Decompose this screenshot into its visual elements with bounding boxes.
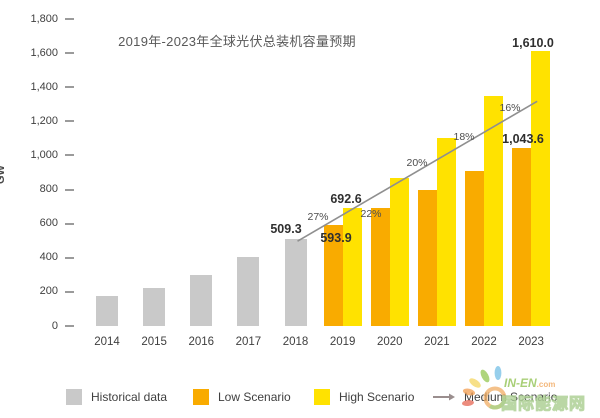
in-en-logo-flower-icon bbox=[462, 366, 507, 410]
x-tick-label-2022: 2022 bbox=[471, 336, 497, 348]
legend-swatch-low-scenario bbox=[193, 388, 209, 405]
legend-item-historical-data: Historical data bbox=[66, 388, 167, 405]
y-tick-mark bbox=[65, 86, 74, 89]
bar-2020-low-scenario bbox=[370, 208, 390, 326]
y-tick-mark bbox=[65, 120, 74, 123]
growth-label-22pct: 22% bbox=[360, 208, 382, 220]
value-label-692.6: 692.6 bbox=[330, 192, 362, 206]
value-label-1610.0: 1,610.0 bbox=[512, 36, 554, 50]
y-tick-label: 1,200 bbox=[30, 114, 58, 127]
bar-2023-high-scenario bbox=[531, 51, 551, 326]
y-tick-mark bbox=[65, 188, 74, 191]
legend-swatch-historical-data bbox=[66, 388, 82, 405]
legend-label-historical-data: Historical data bbox=[91, 389, 168, 404]
bar-2022-high-scenario bbox=[484, 95, 504, 326]
y-tick-mark bbox=[65, 222, 74, 225]
legend-label-low-scenario: Low Scenario bbox=[218, 389, 291, 404]
y-tick-mark bbox=[65, 290, 74, 293]
x-tick-label-2017: 2017 bbox=[235, 336, 262, 348]
bar-2019-high-scenario bbox=[342, 207, 362, 326]
bar-2016-historical-data bbox=[190, 275, 213, 326]
y-tick-label: 1,600 bbox=[30, 46, 58, 59]
x-tick-label-2018: 2018 bbox=[282, 336, 309, 348]
bar-2014-historical-data bbox=[96, 295, 118, 326]
growth-label-18pct: 18% bbox=[453, 131, 475, 143]
x-tick-label-2015: 2015 bbox=[141, 336, 167, 348]
y-tick-mark bbox=[65, 154, 74, 157]
legend-swatch-high-scenario bbox=[314, 388, 330, 405]
legend-line-arrow-icon bbox=[433, 393, 455, 400]
y-tick-label: 400 bbox=[39, 251, 58, 264]
bar-2021-low-scenario bbox=[417, 190, 437, 326]
bar-2015-historical-data bbox=[143, 287, 166, 326]
growth-label-27pct: 27% bbox=[307, 211, 329, 223]
x-tick-label-2020: 2020 bbox=[376, 336, 403, 348]
y-tick-label: 1,000 bbox=[30, 148, 58, 161]
legend-item-high-scenario: High Scenario bbox=[314, 388, 414, 405]
y-tick-label: 1,400 bbox=[30, 80, 58, 93]
x-tick-label-2014: 2014 bbox=[94, 336, 120, 348]
value-label-509.3: 509.3 bbox=[270, 222, 302, 236]
x-tick-label-2016: 2016 bbox=[188, 336, 215, 348]
watermark-brand-text: IN-EN.com bbox=[504, 376, 556, 390]
y-tick-label: 200 bbox=[39, 285, 58, 298]
growth-label-16pct: 16% bbox=[499, 102, 521, 114]
x-tick-label-2019: 2019 bbox=[329, 336, 356, 348]
bar-2020-high-scenario bbox=[389, 177, 409, 326]
watermark-cn-text: 国际能源网 bbox=[500, 396, 587, 414]
y-tick-label: 600 bbox=[39, 217, 58, 230]
growth-label-20pct: 20% bbox=[406, 157, 428, 169]
y-tick-mark bbox=[65, 325, 74, 327]
y-tick-mark bbox=[65, 52, 74, 55]
y-tick-label: 0 bbox=[51, 319, 58, 332]
bar-2022-low-scenario bbox=[465, 170, 485, 326]
bar-2019-low-scenario bbox=[323, 224, 343, 326]
bar-2017-historical-data bbox=[237, 257, 260, 326]
legend-item-low-scenario: Low Scenario bbox=[193, 388, 291, 405]
bar-2021-high-scenario bbox=[436, 138, 456, 326]
chart-title: 2019年-2023年全球光伏总装机容量预期 bbox=[118, 34, 356, 49]
x-tick-label-2023: 2023 bbox=[518, 336, 544, 348]
y-tick-label: 1,800 bbox=[30, 12, 58, 25]
y-axis-title: GW bbox=[0, 165, 7, 184]
bar-2018-historical-data bbox=[284, 239, 307, 326]
bar-2023-low-scenario bbox=[512, 148, 532, 326]
x-tick-label-2021: 2021 bbox=[424, 336, 450, 348]
value-label-1043.6: 1,043.6 bbox=[502, 132, 544, 146]
value-label-593.9: 593.9 bbox=[320, 231, 352, 245]
legend-label-high-scenario: High Scenario bbox=[339, 389, 415, 404]
y-tick-mark bbox=[65, 18, 74, 20]
y-tick-label: 800 bbox=[39, 183, 58, 196]
y-tick-mark bbox=[65, 256, 74, 259]
